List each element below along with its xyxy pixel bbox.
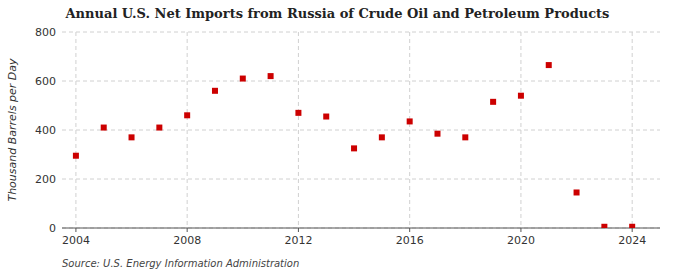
point [407,118,413,124]
point [156,125,162,131]
y-tick-label: 400 [35,124,56,137]
grid [62,32,660,228]
point [462,134,468,140]
x-axis: 2004 2008 2012 2016 2020 2024 [62,228,646,247]
x-tick-label: 2020 [507,234,535,247]
chart: 2004 2008 2012 2016 2020 2024 0 200 400 600 800 Tho… [0,0,675,275]
point [629,224,635,228]
x-axis-line [62,228,660,229]
y-tick-label: 800 [35,26,56,39]
x-tick [520,228,521,232]
y-axis: 0 200 400 600 800 [35,26,56,235]
x-grid-line [187,32,188,228]
y-grid-line [62,81,660,82]
point [268,73,274,79]
title: Annual U.S. Net Imports from Russia of C… [65,6,610,21]
point [101,125,107,131]
y-grid-line [62,228,660,229]
x-tick [187,228,188,232]
x-grid-line [75,32,76,228]
x-tick-label: 2004 [62,234,90,247]
point [240,76,246,82]
point [574,189,580,195]
point [546,62,552,68]
y-grid-line [62,179,660,180]
y-axis-label: Thousand Barrels per Day [6,58,19,202]
y-grid-line [62,130,660,131]
point [129,134,135,140]
point [434,131,440,137]
y-tick-label: 0 [49,222,56,235]
x-grid-line [298,32,299,228]
x-tick [75,228,76,232]
point [212,88,218,94]
y-tick-label: 600 [35,75,56,88]
point [323,114,329,120]
x-tick-label: 2016 [396,234,424,247]
point [518,93,524,99]
y-grid-line [62,32,660,33]
x-tick [298,228,299,232]
point [351,145,357,151]
x-grid-line [409,32,410,228]
x-tick [409,228,410,232]
annotation: Source: U.S. Energy Information Administ… [62,258,299,269]
x-tick-label: 2008 [173,234,201,247]
point [379,134,385,140]
point [601,224,607,228]
x-tick [632,228,633,232]
x-grid-line [520,32,521,228]
x-grid-line [632,32,633,228]
point [295,110,301,116]
x-tick-label: 2012 [284,234,312,247]
point [184,112,190,118]
y-tick-label: 200 [35,173,56,186]
x-tick-label: 2024 [618,234,646,247]
points [73,62,635,228]
point [490,99,496,105]
point [73,153,79,159]
